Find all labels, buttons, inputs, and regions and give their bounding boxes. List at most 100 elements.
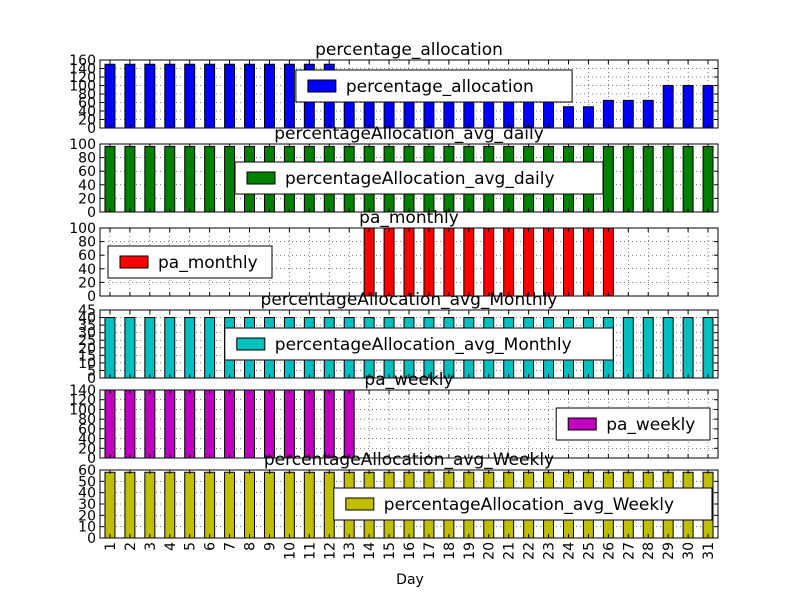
bar (443, 227, 455, 297)
panel-title: pa_monthly (359, 208, 459, 228)
bar (263, 471, 275, 539)
bar (104, 317, 116, 379)
bar (244, 63, 255, 129)
bar (204, 389, 216, 459)
bar (104, 63, 116, 129)
y-tick-label: 120 (69, 393, 96, 409)
legend-swatch (567, 417, 597, 431)
bar (483, 227, 495, 297)
bar (244, 471, 255, 539)
x-tick-label: 31 (701, 542, 717, 560)
y-tick-label: 0 (87, 531, 96, 547)
y-tick-label: 40 (78, 486, 96, 502)
x-tick-label: 14 (362, 542, 378, 560)
x-tick-label: 29 (661, 542, 677, 560)
y-tick-label: 20 (78, 341, 96, 357)
bar (164, 317, 176, 379)
bar (463, 227, 475, 297)
y-tick-label: 80 (78, 412, 96, 428)
bar (144, 63, 156, 129)
bar (144, 471, 156, 539)
y-tick-label: 20 (78, 113, 96, 129)
y-tick-label: 0 (87, 289, 96, 305)
bar (204, 471, 216, 539)
bar (224, 145, 236, 213)
y-tick-label: 60 (78, 248, 96, 264)
x-tick-label: 10 (282, 542, 298, 560)
bar (263, 389, 275, 459)
bar (602, 99, 614, 129)
x-tick-label: 2 (123, 542, 139, 551)
bar (702, 317, 714, 379)
x-tick-label: 27 (621, 542, 637, 560)
bar (682, 317, 694, 379)
x-axis-label: Day (396, 572, 424, 588)
bar (184, 389, 196, 459)
bar (323, 471, 335, 539)
legend-label: percentageAllocation_avg_daily (285, 169, 555, 189)
y-tick-label: 60 (78, 164, 96, 180)
bar (164, 471, 176, 539)
legend: percentage_allocation (295, 69, 573, 103)
bar (343, 389, 355, 459)
y-tick-label: 100 (69, 402, 96, 418)
panel-title: percentageAllocation_avg_Monthly (261, 290, 558, 310)
y-tick-label: 20 (78, 508, 96, 524)
x-tick-label: 11 (302, 542, 318, 560)
y-tick-label: 40 (78, 311, 96, 327)
y-tick-label: 80 (78, 235, 96, 251)
y-tick-label: 30 (78, 497, 96, 513)
y-tick-label: 60 (78, 96, 96, 112)
y-tick-label: 15 (78, 348, 96, 364)
bar (642, 99, 654, 129)
x-tick-label: 1 (103, 542, 119, 551)
bar (124, 145, 136, 213)
bar (682, 145, 694, 213)
y-tick-label: 20 (78, 441, 96, 457)
legend-box (234, 161, 604, 195)
y-tick-label: 10 (78, 520, 96, 536)
panel-6: 0102030405060percentageAllocation_avg_We… (78, 450, 719, 547)
legend: percentageAllocation_avg_Weekly (333, 487, 713, 521)
bar (523, 227, 535, 297)
y-tick-label: 120 (69, 70, 96, 86)
x-tick-label: 18 (442, 542, 458, 560)
y-tick-label: 100 (69, 79, 96, 95)
panel-2: 020406080100percentageAllocation_avg_dai… (69, 124, 719, 221)
panel-4: 051015202530354045percentageAllocation_a… (78, 290, 719, 387)
bar (622, 99, 634, 129)
x-tick-label: 6 (203, 542, 219, 551)
y-tick-label: 20 (78, 275, 96, 291)
bar (563, 227, 574, 297)
bar (702, 85, 714, 129)
panel-title: pa_weekly (364, 370, 453, 390)
x-tick-label: 24 (561, 542, 577, 560)
bar (164, 63, 176, 129)
y-tick-label: 0 (87, 371, 96, 387)
bar (164, 389, 176, 459)
bar (104, 389, 116, 459)
x-tick-label: 20 (482, 542, 498, 560)
bar (244, 389, 255, 459)
legend-label: pa_weekly (606, 415, 695, 435)
bar (104, 471, 116, 539)
y-tick-label: 25 (78, 333, 96, 349)
bar (124, 471, 136, 539)
bar (543, 227, 555, 297)
bar (622, 317, 634, 379)
bar (303, 389, 315, 459)
bar (144, 145, 156, 213)
bar (602, 227, 614, 297)
bar (503, 227, 515, 297)
x-tick-label: 30 (681, 542, 697, 560)
bar (622, 145, 634, 213)
x-tick-label: 8 (243, 542, 259, 551)
bar (184, 471, 196, 539)
legend-label: percentage_allocation (346, 77, 534, 97)
legend: percentageAllocation_avg_daily (234, 161, 604, 195)
legend-swatch (246, 171, 276, 185)
bar (303, 471, 315, 539)
x-tick-label: 15 (382, 542, 398, 560)
